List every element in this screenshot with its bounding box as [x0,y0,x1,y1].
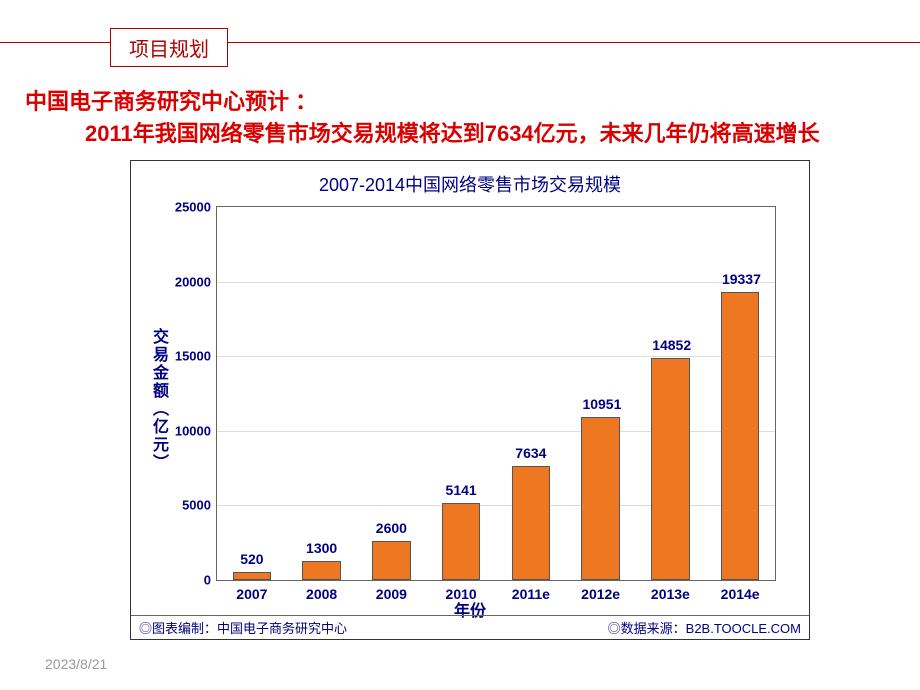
bar: 14852 [651,358,689,580]
y-tick: 5000 [162,498,217,513]
bar-value-label: 5141 [443,482,479,498]
chart-footer: ◎图表编制：中国电子商务研究中心 ◎数据来源：B2B.TOOCLE.COM [131,615,809,639]
headline: 中国电子商务研究中心预计 ： 2011年我国网络零售市场交易规模将达到7634亿… [25,84,895,148]
bar-value-label: 2600 [373,520,409,536]
bar-value-label: 14852 [652,337,688,353]
bar-value-label: 19337 [722,271,758,287]
chart-title: 2007-2014中国网络零售市场交易规模 [131,161,809,202]
footer-left: ◎图表编制：中国电子商务研究中心 [139,618,347,637]
chart-frame: 2007-2014中国网络零售市场交易规模 交易金额（亿元） 050001000… [130,160,810,640]
bar-value-label: 7634 [513,445,549,461]
grid-line [217,282,775,283]
bar: 520 [233,572,271,580]
y-tick: 20000 [162,274,217,289]
footer-right: ◎数据来源：B2B.TOOCLE.COM [608,618,801,637]
bar: 7634 [512,466,550,580]
grid-line [217,431,775,432]
plot-area: 0500010000150002000025000520200713002008… [216,206,776,581]
y-tick: 10000 [162,423,217,438]
grid-line [217,356,775,357]
bar: 10951 [581,417,619,580]
bar-value-label: 1300 [303,540,339,556]
headline-line1: 中国电子商务研究中心预计 ： [25,84,895,116]
bar-value-label: 520 [234,551,270,567]
y-tick: 0 [162,573,217,588]
y-tick: 25000 [162,200,217,215]
bar: 2600 [372,541,410,580]
section-badge: 项目规划 [110,28,228,67]
headline-line2: 2011年我国网络零售市场交易规模将达到7634亿元，未来几年仍将高速增长 [25,116,895,148]
grid-line [217,505,775,506]
bar: 5141 [442,503,480,580]
date-stamp: 2023/8/21 [45,656,107,672]
bar: 19337 [721,292,759,581]
bar: 1300 [302,561,340,580]
y-tick: 15000 [162,349,217,364]
bar-value-label: 10951 [582,396,618,412]
